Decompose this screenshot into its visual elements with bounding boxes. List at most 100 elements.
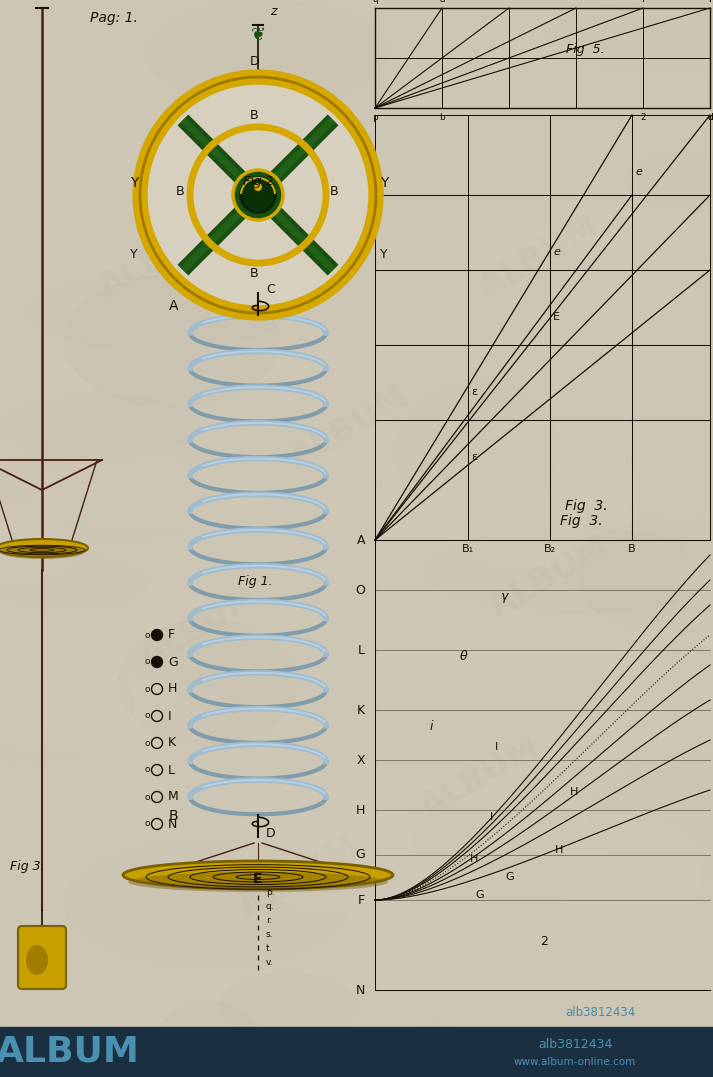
Text: r: r — [708, 0, 712, 4]
Text: o: o — [144, 685, 150, 694]
Text: ALBUM: ALBUM — [134, 579, 266, 674]
Text: o: o — [144, 793, 150, 801]
Text: 2: 2 — [640, 113, 646, 122]
Text: F: F — [168, 629, 175, 642]
Text: X: X — [356, 754, 365, 767]
Text: K: K — [357, 703, 365, 716]
Ellipse shape — [522, 212, 713, 262]
Text: e: e — [553, 247, 560, 257]
Ellipse shape — [596, 960, 713, 1004]
Ellipse shape — [0, 1006, 187, 1077]
Text: H: H — [570, 787, 578, 797]
Text: o: o — [144, 712, 150, 721]
Text: ALBUM: ALBUM — [234, 829, 366, 924]
Text: I: I — [168, 710, 172, 723]
Ellipse shape — [349, 633, 636, 688]
Ellipse shape — [33, 461, 266, 527]
Ellipse shape — [0, 624, 106, 758]
Text: p.: p. — [266, 889, 275, 897]
Text: M: M — [168, 791, 179, 803]
Text: γ: γ — [500, 590, 508, 603]
Text: B: B — [330, 185, 339, 198]
Text: r: r — [708, 0, 712, 4]
Ellipse shape — [111, 314, 259, 412]
Ellipse shape — [580, 509, 686, 628]
Text: Fig 3.: Fig 3. — [10, 861, 45, 873]
Ellipse shape — [559, 815, 700, 933]
Ellipse shape — [429, 422, 637, 569]
Text: H: H — [555, 845, 563, 855]
FancyBboxPatch shape — [18, 926, 66, 989]
Text: o: o — [144, 739, 150, 747]
Text: o: o — [144, 657, 150, 667]
Ellipse shape — [0, 538, 88, 557]
Text: Fig  3.: Fig 3. — [565, 499, 607, 513]
Text: p: p — [372, 113, 378, 122]
Ellipse shape — [128, 872, 388, 892]
Text: B: B — [176, 185, 185, 198]
Text: G: G — [475, 890, 483, 900]
Text: i: i — [430, 721, 434, 733]
Text: L: L — [358, 643, 365, 657]
Text: D: D — [266, 827, 276, 840]
Text: Fig  5.: Fig 5. — [566, 43, 605, 56]
Text: ALBUM: ALBUM — [0, 1035, 140, 1069]
Circle shape — [233, 170, 283, 220]
Text: ALBUM: ALBUM — [284, 379, 416, 475]
Text: θ: θ — [460, 651, 468, 663]
Ellipse shape — [33, 925, 51, 935]
Text: A: A — [168, 299, 178, 313]
Text: G: G — [355, 849, 365, 862]
Text: o: o — [144, 820, 150, 828]
Ellipse shape — [0, 648, 133, 763]
Text: ALBUM: ALBUM — [414, 729, 546, 825]
Text: d: d — [707, 113, 713, 122]
Text: Y: Y — [380, 248, 388, 261]
Ellipse shape — [329, 481, 463, 532]
Text: alb3812434: alb3812434 — [565, 1006, 635, 1019]
Ellipse shape — [0, 505, 73, 585]
Text: Fig 2.: Fig 2. — [243, 174, 277, 188]
Ellipse shape — [220, 974, 356, 1040]
Text: b: b — [439, 113, 445, 122]
Text: z: z — [270, 5, 277, 18]
Text: Y: Y — [130, 176, 138, 190]
Text: ❦: ❦ — [250, 26, 265, 44]
Text: ε: ε — [471, 387, 477, 397]
Text: o: o — [144, 630, 150, 640]
Ellipse shape — [123, 861, 393, 889]
Text: E: E — [253, 872, 263, 886]
Text: Fig  3.: Fig 3. — [560, 514, 602, 528]
Ellipse shape — [628, 151, 713, 210]
Circle shape — [239, 176, 277, 214]
Ellipse shape — [147, 0, 388, 106]
Text: f: f — [642, 0, 645, 4]
Text: G: G — [505, 872, 513, 882]
Text: B: B — [628, 544, 636, 554]
Text: d: d — [707, 113, 713, 122]
Text: B: B — [250, 109, 259, 122]
Circle shape — [151, 629, 163, 641]
Text: B₂: B₂ — [544, 544, 556, 554]
Text: B: B — [250, 267, 259, 280]
Text: H: H — [470, 854, 478, 864]
Text: G: G — [168, 656, 178, 669]
Text: I: I — [490, 812, 493, 822]
Text: www.album-online.com: www.album-online.com — [514, 1057, 636, 1067]
Ellipse shape — [65, 276, 279, 407]
Text: ALBUM: ALBUM — [484, 530, 616, 625]
Text: alb3812434: alb3812434 — [538, 1038, 612, 1051]
Ellipse shape — [26, 945, 48, 975]
Text: Fig 1.: Fig 1. — [238, 575, 272, 588]
Text: Y: Y — [380, 176, 389, 190]
Text: I: I — [495, 742, 498, 752]
Ellipse shape — [170, 716, 259, 824]
Text: F: F — [358, 894, 365, 907]
Text: r.: r. — [266, 917, 272, 925]
Text: Y: Y — [130, 248, 138, 261]
Text: L: L — [168, 764, 175, 777]
Text: v.: v. — [266, 959, 274, 967]
Ellipse shape — [0, 545, 84, 559]
Text: ALBUM: ALBUM — [474, 209, 606, 305]
Text: B₁: B₁ — [462, 544, 474, 554]
